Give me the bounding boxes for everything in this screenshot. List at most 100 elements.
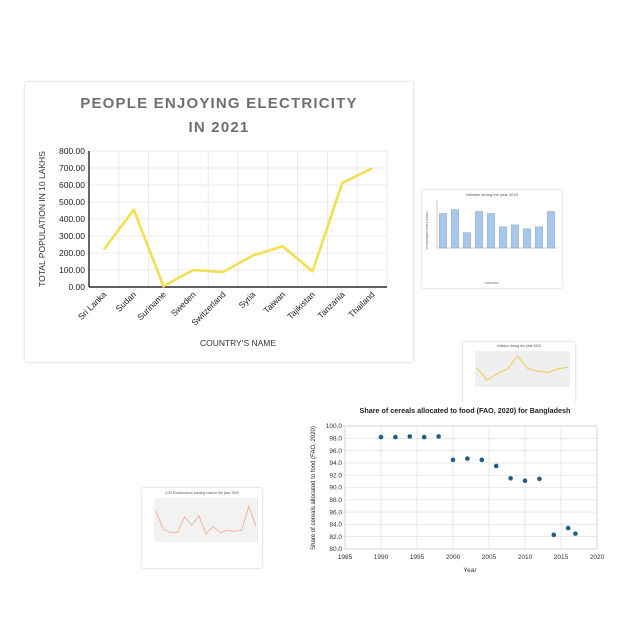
bar <box>487 213 495 249</box>
x-tick-label: Thailand <box>346 289 376 319</box>
y-tick-label: 200.00 <box>59 248 85 258</box>
y-axis-label: Share of cereals allocated to food (FAO,… <box>311 426 317 550</box>
series-line-path <box>102 167 373 288</box>
bar <box>451 209 459 249</box>
y-tick-label: 96.0 <box>329 448 342 455</box>
series-line-path <box>155 504 257 535</box>
y-tick-label: 82.0 <box>329 534 342 541</box>
series-line <box>102 167 373 288</box>
chart-title: CO2 Emissions by burning coal for the ye… <box>165 491 239 495</box>
bar <box>511 224 519 249</box>
data-point <box>522 478 528 484</box>
inflation-chart-panel: Inflation during the year 2020 <box>463 342 575 404</box>
data-point <box>565 525 571 531</box>
x-tick-label: Syria <box>237 289 258 310</box>
bar <box>475 211 483 249</box>
data-point <box>378 434 384 440</box>
data-point <box>436 434 441 439</box>
y-tick-label: 92.0 <box>329 472 342 479</box>
series-line <box>155 504 257 535</box>
y-axis-label: CONSUMER PRICE INDEX <box>425 211 429 249</box>
data-point <box>479 457 485 463</box>
x-tick-label: Tanzania <box>316 289 347 320</box>
data-point <box>407 434 413 439</box>
x-tick-label: 1985 <box>338 554 353 561</box>
y-tick-labels: 0.00 100.00 200.00 300.00 400.00 500.00 600.00… <box>59 146 85 292</box>
bar <box>535 226 543 249</box>
x-axis-label: COUNTRY <box>485 281 500 285</box>
co2-chart-panel: CO2 Emissions by burning coal for the ye… <box>142 488 262 568</box>
y-tick-label: 0.00 <box>68 282 85 292</box>
chart-title: Share of cereals allocated to food (FAO,… <box>360 406 571 415</box>
x-tick-label: 2015 <box>554 554 569 561</box>
inflation-chart: Inflation during the year 2020 <box>475 344 570 387</box>
data-point <box>493 463 499 469</box>
x-tick-label: Taiwan <box>261 289 287 315</box>
y-tick-label: 94.0 <box>329 460 342 467</box>
x-tick-label: 1995 <box>410 554 425 561</box>
data-point <box>573 531 578 536</box>
chart-title-line1: PEOPLE ENJOYING ELECTRICITY <box>80 95 357 112</box>
data-point <box>421 434 427 440</box>
data-point <box>551 532 557 538</box>
x-axis-label: Year <box>463 567 477 574</box>
inflation-2015-chart: Inflation during the year 2015 CONSUMER … <box>425 192 557 285</box>
y-tick-label: 600.00 <box>59 180 85 190</box>
bar <box>439 213 447 249</box>
x-tick-label: 2005 <box>482 554 497 561</box>
data-point <box>508 475 513 481</box>
x-tick-label: 2020 <box>590 554 605 561</box>
data-point <box>393 434 398 440</box>
plot-area <box>475 351 570 387</box>
bars <box>439 209 555 249</box>
x-tick-label: 2010 <box>518 554 533 561</box>
x-tick-label: Tajikistan <box>285 289 317 321</box>
y-tick-label: 100.0 <box>326 423 343 430</box>
bar <box>547 211 555 249</box>
data-point <box>465 456 470 461</box>
x-axis-label: COUNTRY'S NAME <box>200 338 276 348</box>
bar <box>499 226 507 249</box>
y-axis-label: TOTAL POPULATION IN 10 LAKHS <box>37 151 47 287</box>
y-tick-label: 80.0 <box>329 546 342 553</box>
y-tick-label: 100.00 <box>59 265 85 275</box>
y-tick-label: 400.00 <box>59 214 85 224</box>
co2-chart: CO2 Emissions by burning coal for the ye… <box>154 491 258 542</box>
x-tick-label: Sweden <box>169 289 198 318</box>
chart-title: Inflation during the year 2020 <box>497 344 541 348</box>
bar <box>463 232 471 249</box>
electricity-chart: PEOPLE ENJOYING ELECTRICITY IN 2021 0.00… <box>37 95 388 348</box>
bar <box>523 228 531 249</box>
electricity-chart-panel: PEOPLE ENJOYING ELECTRICITY IN 2021 0.00… <box>25 82 413 362</box>
series-line-path <box>476 355 569 382</box>
x-tick-label: Sri Lanka <box>76 289 109 322</box>
y-tick-label: 84.0 <box>329 522 342 529</box>
cereals-chart-panel: Share of cereals allocated to food (FAO,… <box>308 402 606 574</box>
gridlines <box>344 425 598 550</box>
inflation-2015-chart-panel: Inflation during the year 2015 CONSUMER … <box>422 190 562 288</box>
y-tick-label: 88.0 <box>329 497 342 504</box>
cereals-chart: Share of cereals allocated to food (FAO,… <box>311 406 605 574</box>
data-point <box>537 476 542 482</box>
scatter-points <box>378 434 578 538</box>
y-tick-label: 500.00 <box>59 197 85 207</box>
y-tick-label: 700.00 <box>59 163 85 173</box>
y-tick-label: 98.0 <box>329 436 342 443</box>
x-tick-labels: 1985 1990 1995 2000 2005 2010 2015 2020 <box>338 554 605 561</box>
chart-title: Inflation during the year 2015 <box>466 192 519 197</box>
gridlines <box>88 150 388 288</box>
x-tick-label: 2000 <box>446 554 461 561</box>
x-tick-label: Sudan <box>114 289 139 314</box>
data-point <box>450 457 456 463</box>
plot-area <box>154 498 258 542</box>
y-tick-label: 800.00 <box>59 146 85 156</box>
y-tick-label: 90.0 <box>329 485 342 492</box>
y-tick-label: 86.0 <box>329 509 342 516</box>
y-tick-label: 300.00 <box>59 231 85 241</box>
y-tick-labels: 80.0 82.0 84.0 86.0 88.0 90.0 92.0 94.0 96.0 98.0… <box>326 423 343 553</box>
x-tick-label: Suriname <box>135 289 168 322</box>
chart-title-line2: IN 2021 <box>189 119 250 136</box>
x-tick-label: 1990 <box>374 554 389 561</box>
series-line <box>476 355 569 382</box>
